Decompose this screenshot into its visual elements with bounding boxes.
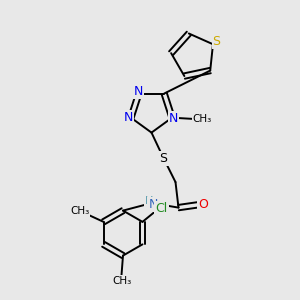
- Text: CH₃: CH₃: [112, 275, 131, 286]
- Text: CH₃: CH₃: [70, 206, 89, 216]
- Text: N: N: [134, 85, 143, 98]
- Text: N: N: [124, 111, 133, 124]
- Text: S: S: [160, 152, 167, 165]
- Text: H: H: [145, 196, 153, 206]
- Text: CH₃: CH₃: [192, 114, 212, 124]
- Text: Cl: Cl: [155, 202, 167, 215]
- Text: O: O: [198, 198, 208, 211]
- Text: S: S: [213, 35, 220, 48]
- Text: N: N: [148, 198, 158, 211]
- Text: N: N: [169, 112, 178, 125]
